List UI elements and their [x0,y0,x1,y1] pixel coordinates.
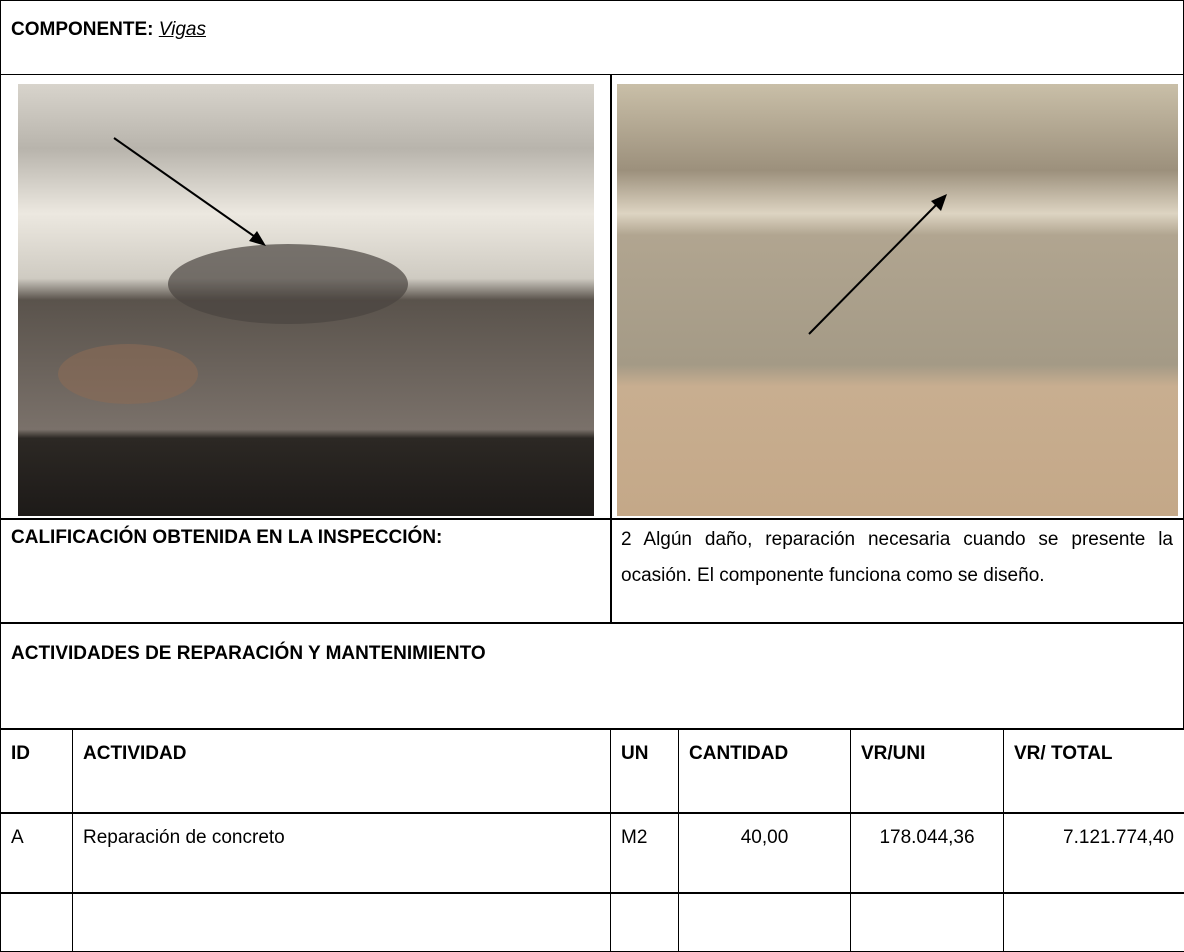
table-cell: VR/UNI [850,728,1004,814]
component-cell: COMPONENTE: Vigas [0,0,1184,75]
table-cell: 40,00 [678,812,851,894]
table-cell: ID [0,728,73,814]
table-cell: UN [610,728,679,814]
table-cell: Reparación de concreto [72,812,611,894]
activities-title: ACTIVIDADES DE REPARACIÓN Y MANTENIMIENT… [0,622,1184,730]
photo-cell [0,74,612,520]
table-cell: 178.044,36 [850,812,1004,894]
table-cell: 7.121.774,40 [1003,812,1184,894]
table-cell: VR/ TOTAL [1003,728,1184,814]
empty-cell [1003,892,1184,952]
empty-cell [678,892,851,952]
empty-cell [72,892,611,952]
component-value: Vigas [158,19,206,40]
component-label: COMPONENTE: [11,19,154,40]
photo-right [617,84,1178,516]
empty-cell [0,892,73,952]
table-cell: M2 [610,812,679,894]
empty-cell [610,892,679,952]
table-cell: A [0,812,73,894]
empty-cell [850,892,1004,952]
table-cell: CANTIDAD [678,728,851,814]
photo-left [18,84,594,516]
table-cell: ACTIVIDAD [72,728,611,814]
rating-label: CALIFICACIÓN OBTENIDA EN LA INSPECCIÓN: [0,518,612,624]
rating-text: 2 Algún daño, reparación necesaria cuand… [610,518,1184,624]
